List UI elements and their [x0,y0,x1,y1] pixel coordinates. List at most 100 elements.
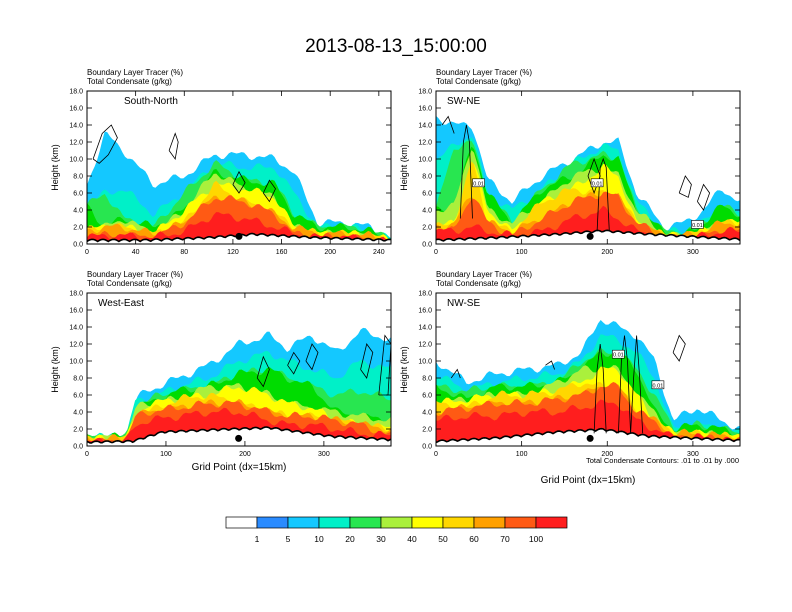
panel-0: 0.0 2.0 4.0 6.0 8.0 10.0 12.0 14.0 16.0 18.0 0 40 80… [50,68,392,256]
y-tick-label: 4.0 [73,410,83,417]
colorbar-label: 5 [286,534,291,544]
y-tick-label: 14.0 [69,325,83,332]
y-axis-label: Height (km) [399,346,409,393]
tracer-field [87,327,391,446]
field-label: Total Condensate (g/kg) [87,279,172,288]
x-tick-label: 0 [85,249,89,256]
condensate-contour [450,368,461,379]
y-tick-label: 6.0 [73,191,83,198]
y-tick-label: 14.0 [69,123,83,130]
x-tick-label: 200 [239,451,251,458]
tracer-band-11 [436,399,740,446]
field-label: Boundary Layer Tracer (%) [87,68,183,77]
field-label: Boundary Layer Tracer (%) [87,270,183,279]
colorbar-box [504,516,537,529]
y-tick-label: 6.0 [422,393,432,400]
y-tick-label: 6.0 [422,191,432,198]
y-tick-label: 10.0 [418,359,432,366]
contour-label: 0.01 [473,181,484,187]
colorbar-box [473,516,506,529]
condensate-contour [360,343,374,379]
condensate-contour [678,175,692,198]
y-tick-label: 18.0 [418,89,432,96]
panel-3: 0.01 0.01 0.0 2.0 4.0 6.0 8.0 10.0 12.0 14.0 16.0 1… [399,270,741,486]
y-tick-label: 4.0 [422,410,432,417]
x-tick-label: 300 [687,249,699,256]
colorbar-box [535,516,568,529]
contour-label-box [612,349,625,359]
colorbar-box [380,516,413,529]
contour-label: 0.01 [592,181,603,187]
panel-label: West-East [98,298,144,309]
y-tick-label: 12.0 [418,342,432,349]
y-tick-label: 14.0 [418,123,432,130]
terrain-outline [87,426,391,444]
panel-1: 0.01 0.01 0.01 0.0 2.0 4.0 6.0 8.0 10.0 12.0 14.0 1… [399,68,741,256]
x-tick-label: 200 [324,249,336,256]
panel-label: South-North [124,96,178,107]
x-tick-label: 300 [318,451,330,458]
x-axis-label: Grid Point (dx=15km) [192,462,287,473]
tracer-band-10 [87,195,391,244]
field-label: Boundary Layer Tracer (%) [436,270,532,279]
y-tick-label: 0.0 [422,242,432,249]
condensate-contour [256,355,270,388]
y-tick-label: 4.0 [73,208,83,215]
y-tick-label: 8.0 [73,376,83,383]
y-axis-label: Height (km) [50,346,60,393]
field-label: Boundary Layer Tracer (%) [436,68,532,77]
condensate-contour [630,335,644,434]
colorbar-label: 70 [500,534,510,544]
figure-title: 2013-08-13_15:00:00 [305,36,487,57]
condensate-contour [287,351,301,375]
contour-label: 0.01 [613,353,624,359]
x-tick-label: 0 [85,451,89,458]
y-axis-label: Height (km) [399,144,409,191]
colorbar-box [318,516,351,529]
location-marker [586,232,594,240]
contour-label: 0.01 [692,223,703,229]
tracer-band-11 [436,205,740,244]
y-tick-label: 16.0 [69,106,83,113]
x-tick-label: 200 [601,451,613,458]
condensate-contour [459,124,473,219]
condensate-contour [378,334,391,396]
contour-label-box [691,220,704,229]
y-tick-label: 12.0 [418,140,432,147]
condensate-contour [596,157,610,232]
y-axis-label: Height (km) [50,144,60,191]
panels: 0.0 2.0 4.0 6.0 8.0 10.0 12.0 14.0 16.0 18.0 0 40 80… [50,68,741,486]
plot-frame [435,292,741,447]
colorbar-label: 40 [407,534,417,544]
condensate-contour [618,335,631,434]
panel-2: 0.0 2.0 4.0 6.0 8.0 10.0 12.0 14.0 16.0 18.0 0 100 2… [50,270,392,473]
y-tick-label: 10.0 [418,157,432,164]
condensate-contour [305,343,319,371]
y-tick-label: 8.0 [422,376,432,383]
x-tick-label: 200 [601,249,613,256]
condensate-contour [587,157,601,195]
y-tick-label: 14.0 [418,325,432,332]
location-marker [235,434,243,442]
contour-label-box [590,178,604,188]
x-tick-label: 120 [227,249,239,256]
condensate-contour [672,334,686,362]
x-tick-label: 80 [180,249,188,256]
y-tick-label: 4.0 [422,208,432,215]
contour-label-box [651,380,665,390]
colorbar-box [225,516,258,529]
colorbar-label: 20 [345,534,355,544]
panel-label: SW-NE [447,96,480,107]
contour-label: 0.01 [653,383,664,389]
panel-label: NW-SE [447,298,480,309]
location-marker [586,434,594,442]
colorbar-label: 10 [314,534,324,544]
colorbar-label: 30 [376,534,386,544]
field-label: Total Condensate (g/kg) [436,77,521,86]
plot-frame [86,90,392,245]
y-tick-label: 18.0 [418,291,432,298]
y-tick-label: 12.0 [69,140,83,147]
terrain-outline [436,229,740,242]
y-tick-label: 2.0 [422,427,432,434]
